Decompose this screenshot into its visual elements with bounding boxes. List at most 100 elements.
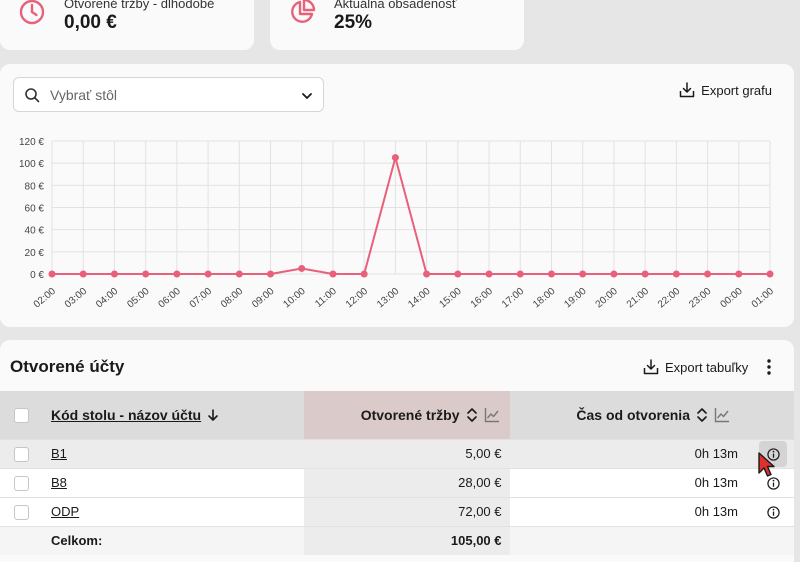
kpi-card-occupancy: Aktuálna obsadenosť 25% — [270, 0, 524, 50]
row-checkbox-cell — [0, 438, 42, 468]
data-point — [641, 270, 649, 278]
data-point — [735, 270, 743, 278]
row-time: 0h 13m — [509, 496, 752, 526]
data-point — [235, 270, 243, 278]
row-info-cell — [752, 496, 794, 526]
kpi-value: 25% — [334, 12, 373, 33]
export-table-button[interactable]: Export tabuľky — [643, 359, 748, 375]
select-all-checkbox[interactable] — [14, 408, 29, 424]
column-header-sales-label: Otvorené tržby — [360, 406, 460, 423]
row-sales: 5,00 € — [304, 438, 510, 468]
data-point — [579, 270, 587, 278]
clock-icon — [19, 0, 45, 25]
x-tick-label: 09:00 — [250, 286, 277, 311]
data-point — [547, 270, 555, 278]
row-time: 0h 13m — [509, 467, 752, 497]
table-row[interactable]: ODP 72,00 € 0h 13m — [0, 496, 794, 526]
x-tick-label: 14:00 — [406, 286, 433, 311]
data-point — [672, 270, 680, 278]
row-code-link[interactable]: ODP — [51, 504, 80, 519]
table-title: Otvorené účty — [10, 357, 125, 376]
data-point — [423, 270, 431, 278]
x-tick-label: 15:00 — [438, 286, 465, 311]
data-point — [329, 270, 337, 278]
column-header-code-label: Kód stolu - názov účtu — [51, 406, 202, 423]
table-row[interactable]: B8 28,00 € 0h 13m — [0, 467, 794, 497]
x-tick-label: 04:00 — [94, 286, 121, 311]
x-tick-label: 05:00 — [125, 286, 152, 311]
x-tick-label: 17:00 — [500, 286, 527, 311]
x-tick-label: 23:00 — [687, 286, 714, 311]
info-icon[interactable] — [766, 477, 780, 490]
column-header-sales[interactable]: Otvorené tržby — [304, 391, 510, 439]
x-tick-label: 21:00 — [625, 286, 652, 311]
data-point — [391, 154, 399, 162]
row-info-cell — [752, 467, 794, 497]
info-button[interactable] — [759, 440, 787, 467]
total-value: 105,00 € — [304, 525, 510, 555]
total-empty-cell — [752, 525, 794, 555]
data-point — [267, 270, 275, 278]
table-header-row: Kód stolu - názov účtu Otvorené tržby Ča… — [0, 391, 794, 439]
x-tick-label: 12:00 — [344, 286, 371, 311]
row-info-cell — [752, 438, 794, 468]
open-accounts-card: Otvorené účty Export tabuľky Kód stolu -… — [0, 340, 794, 562]
row-sales: 28,00 € — [304, 467, 510, 497]
series-line — [52, 156, 770, 275]
row-code-cell: ODP — [42, 496, 304, 526]
x-tick-label: 03:00 — [63, 286, 90, 311]
x-tick-label: 02:00 — [32, 286, 59, 311]
pie-chart-icon — [291, 0, 316, 23]
total-label: Celkom: — [42, 525, 304, 555]
download-icon — [679, 82, 695, 98]
info-icon[interactable] — [766, 506, 780, 519]
export-chart-label: Export grafu — [701, 82, 772, 98]
data-point — [360, 270, 368, 278]
y-tick-label: 0 € — [30, 270, 44, 281]
y-tick-label: 100 € — [19, 159, 44, 170]
x-tick-label: 11:00 — [313, 286, 339, 310]
column-header-code[interactable]: Kód stolu - názov účtu — [42, 391, 304, 439]
x-tick-label: 20:00 — [594, 286, 621, 311]
data-point — [516, 270, 524, 278]
total-row: Celkom: 105,00 € — [0, 525, 794, 555]
data-point — [704, 270, 712, 278]
table-row[interactable]: B1 5,00 € 0h 13m — [0, 438, 794, 468]
chevron-down-icon — [302, 93, 312, 99]
y-tick-label: 120 € — [19, 137, 44, 148]
revenue-line-chart: 0 €20 €40 €60 €80 €100 €120 €02:00 03:00 0… — [19, 137, 777, 311]
column-header-time-label: Čas od otvorenia — [576, 406, 690, 423]
trend-chart-icon[interactable] — [484, 407, 500, 423]
row-code-link[interactable]: B1 — [51, 446, 67, 461]
data-point — [142, 270, 150, 278]
row-checkbox[interactable] — [14, 475, 29, 491]
info-icon — [766, 447, 780, 461]
row-code-link[interactable]: B8 — [51, 475, 67, 490]
x-tick-label: 06:00 — [157, 286, 184, 311]
x-tick-label: 01:00 — [750, 286, 777, 311]
row-checkbox[interactable] — [14, 446, 29, 462]
export-chart-button[interactable]: Export grafu — [679, 82, 772, 98]
row-checkbox[interactable] — [14, 504, 29, 520]
select-placeholder: Vybrať stôl — [50, 87, 117, 103]
x-tick-label: 13:00 — [375, 286, 402, 311]
trend-chart-icon[interactable] — [714, 407, 730, 423]
data-point — [454, 270, 462, 278]
data-point — [79, 270, 87, 278]
x-tick-label: 08:00 — [219, 286, 246, 311]
download-icon — [643, 359, 659, 375]
table-select[interactable]: Vybrať stôl — [13, 77, 324, 112]
data-point — [485, 270, 493, 278]
sort-icon — [466, 407, 477, 422]
chart-card: Vybrať stôl Export grafu 0 € 20 € 40 € 60 €… — [0, 64, 794, 327]
arrow-down-icon — [208, 408, 218, 421]
y-tick-label: 60 € — [25, 204, 45, 215]
row-sales: 72,00 € — [304, 496, 510, 526]
select-all-cell — [0, 391, 42, 439]
data-point — [766, 270, 774, 278]
more-options-icon[interactable] — [765, 358, 773, 376]
data-point — [173, 270, 181, 278]
sort-icon — [697, 407, 707, 422]
column-header-time[interactable]: Čas od otvorenia — [509, 391, 794, 439]
y-tick-label: 80 € — [25, 181, 45, 192]
